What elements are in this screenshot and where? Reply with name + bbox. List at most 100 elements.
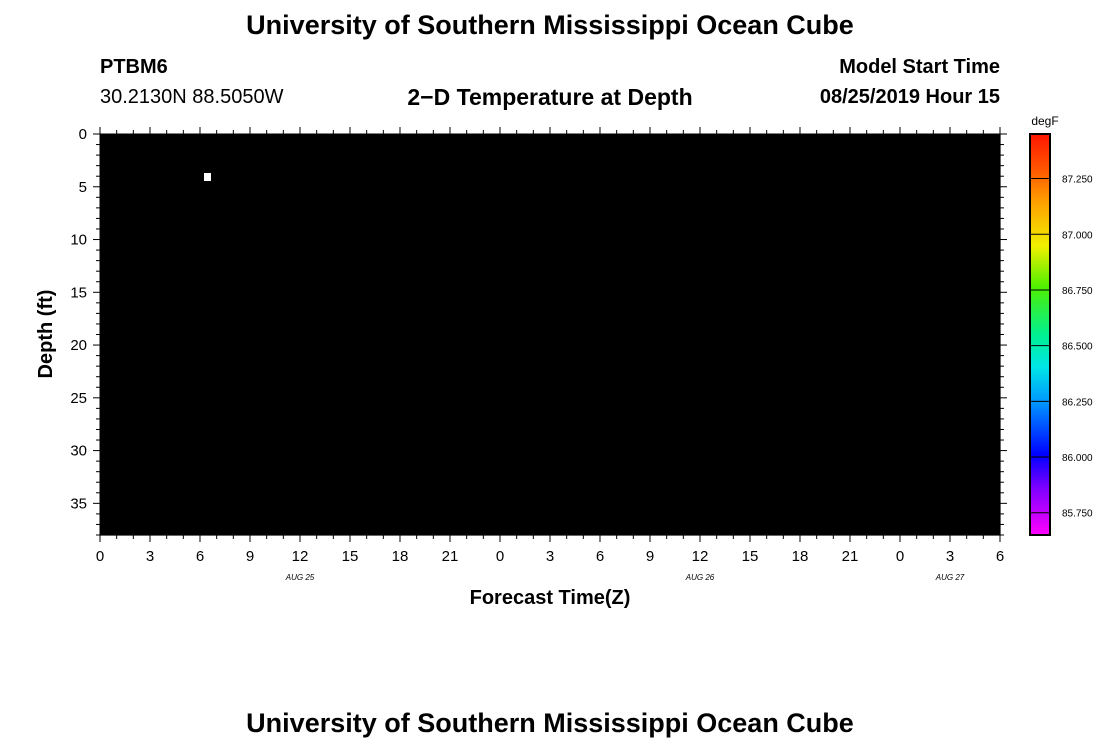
heat-cell [566, 513, 576, 526]
heat-cell [308, 323, 318, 336]
heat-cell [233, 376, 243, 388]
heat-cell [166, 482, 176, 494]
colorbar-tick-label: 86.500 [1062, 342, 1093, 353]
heat-cell [225, 271, 234, 283]
heat-cell [725, 176, 734, 188]
heat-cell [175, 218, 184, 230]
heat-cell [491, 524, 501, 536]
heat-cell [658, 366, 668, 378]
heat-cell [191, 513, 201, 526]
heat-cell [508, 228, 518, 241]
heat-cell [966, 355, 976, 367]
heat-cell [966, 313, 976, 325]
heat-cell [366, 239, 376, 251]
heat-cell [916, 418, 926, 431]
heat-cell [325, 418, 334, 431]
heat-cell [766, 355, 776, 367]
y-tick-label: 15 [70, 284, 87, 301]
heat-cell [533, 250, 543, 262]
heat-cell [633, 228, 643, 241]
heat-cell [125, 292, 134, 304]
heat-cell [958, 440, 968, 452]
heat-cell [341, 144, 351, 156]
heat-cell [541, 250, 551, 262]
heat-cell [783, 281, 793, 293]
heat-cell [233, 397, 243, 409]
heat-cell [416, 155, 426, 167]
heat-cell [741, 313, 751, 325]
heat-cell [208, 155, 218, 167]
heat-cell [408, 503, 418, 515]
heat-cell [175, 482, 184, 494]
heat-cell [791, 450, 801, 462]
heat-cell [733, 207, 743, 220]
heat-cell [825, 440, 834, 452]
heat-cell [883, 176, 893, 188]
heat-cell [700, 323, 709, 336]
heat-cell [983, 186, 993, 198]
heat-cell [933, 218, 943, 230]
heat-cell [216, 450, 226, 462]
colorbar-unit: degF [1031, 114, 1058, 128]
heat-cell [700, 281, 709, 293]
heat-cell [283, 408, 293, 420]
heat-cell [166, 144, 176, 156]
heat-cell [525, 513, 534, 526]
heat-cell [425, 134, 434, 146]
heat-cell [433, 239, 443, 251]
heat-cell [958, 492, 968, 504]
heat-cell [616, 334, 626, 346]
heat-cell [825, 355, 834, 367]
heat-cell [633, 197, 643, 209]
heat-cell [408, 313, 418, 325]
heat-cell [875, 260, 884, 272]
heat-cell [808, 513, 818, 526]
heat-cell [691, 323, 701, 336]
heat-cell [308, 513, 318, 526]
heat-cell [375, 271, 384, 283]
heat-cell [291, 450, 301, 462]
heat-cell [250, 397, 259, 409]
heat-cell [541, 387, 551, 399]
heat-cell [925, 429, 934, 441]
heat-cell [325, 218, 334, 230]
heat-cell [900, 239, 909, 251]
heat-cell [966, 218, 976, 230]
heat-cell [466, 418, 476, 431]
heat-cell [750, 450, 759, 462]
heat-cell [525, 471, 534, 483]
heat-cell [491, 397, 501, 409]
heat-cell [783, 228, 793, 241]
heat-cell [900, 397, 909, 409]
heat-cell [508, 387, 518, 399]
heat-cell [808, 323, 818, 336]
heat-cell [166, 524, 176, 536]
heat-cell [616, 440, 626, 452]
heat-cell [308, 207, 318, 220]
heat-cell [616, 450, 626, 462]
heat-cell [233, 302, 243, 314]
heat-cell [958, 176, 968, 188]
heat-cell [541, 271, 551, 283]
heat-cell [116, 271, 126, 283]
heat-cell [166, 513, 176, 526]
heat-cell [333, 482, 343, 494]
heat-cell [383, 155, 393, 167]
heat-cell [983, 302, 993, 314]
heat-cell [833, 355, 843, 367]
heat-cell [700, 302, 709, 314]
heat-cell [266, 186, 276, 198]
heat-cell [766, 408, 776, 420]
heat-cell [725, 408, 734, 420]
heat-cell [725, 429, 734, 441]
heat-cell [250, 408, 259, 420]
heat-cell [883, 228, 893, 241]
heat-cell [833, 271, 843, 283]
heat-cell [475, 503, 484, 515]
heat-cell [150, 345, 159, 357]
heat-cell [975, 165, 984, 177]
heat-cell [391, 239, 401, 251]
heat-cell [266, 387, 276, 399]
heat-cell [191, 376, 201, 388]
heat-cell [825, 228, 834, 241]
